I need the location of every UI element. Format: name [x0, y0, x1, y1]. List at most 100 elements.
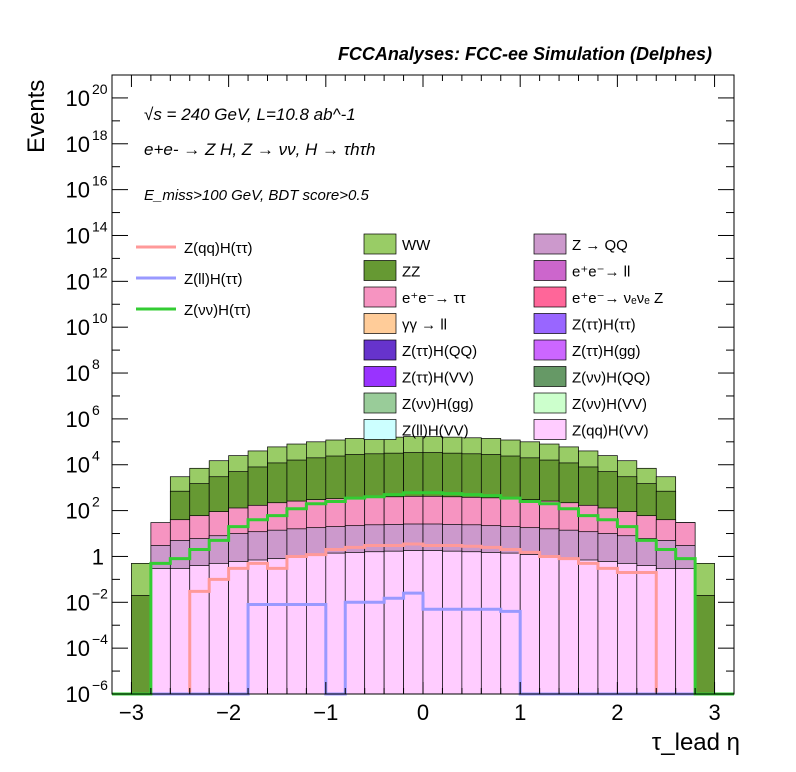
- legend-box-col2-label: e⁺e⁻→ νₑνₑ Z: [572, 290, 663, 307]
- y-axis-title: Events: [23, 80, 50, 153]
- x-tick-label: 1: [514, 700, 526, 725]
- bar: [442, 550, 463, 695]
- bar: [655, 568, 677, 695]
- annotation-energy-lumi: √s = 240 GeV, L=10.8 ab^-1: [144, 105, 356, 124]
- bar: [131, 595, 152, 695]
- y-tick-label: 10: [66, 223, 90, 248]
- legend-box-col1-label: Z(ττ)H(QQ): [402, 343, 477, 360]
- legend-box-col2-swatch: [533, 419, 567, 440]
- y-tick-label: 10: [66, 178, 90, 203]
- y-tick-label: 10: [66, 407, 90, 432]
- bar: [480, 552, 502, 695]
- bar: [461, 551, 482, 695]
- bar: [675, 568, 696, 695]
- legend-box-col2-swatch: [533, 260, 567, 281]
- bar: [694, 595, 715, 695]
- y-tick-label: 10: [66, 590, 90, 615]
- bar: [558, 558, 579, 695]
- legend-box-col1-swatch: [363, 286, 397, 308]
- bar: [617, 562, 638, 695]
- legend-box-col1-label: Z(ττ)H(VV): [402, 370, 474, 387]
- bar: [267, 558, 288, 695]
- legend-box-col2-swatch: [533, 366, 567, 387]
- x-axis-ticks: −3 −2 −1 0 1 2 3: [111, 75, 735, 725]
- bar: [169, 568, 191, 695]
- stack-series-4: [150, 550, 696, 695]
- bar: [403, 550, 424, 695]
- annotation-process: e+e- → Z H, Z → νν, H → τhτh: [144, 140, 375, 159]
- legend-box-col2-swatch: [533, 392, 567, 414]
- y-tick-label: 10: [66, 132, 90, 157]
- bar: [306, 554, 327, 695]
- y-tick-label-exponent: 4: [92, 448, 100, 464]
- y-tick-label-exponent: 20: [92, 81, 108, 97]
- legend-box-col2-label: Z → QQ: [572, 237, 628, 254]
- bar: [150, 568, 171, 695]
- bar: [247, 559, 268, 695]
- y-tick-label-exponent: −6: [92, 677, 108, 693]
- legend-box-col2-swatch: [533, 286, 567, 308]
- legend-box-col1-swatch: [363, 419, 397, 440]
- legend-box-col2-label: Z(qq)H(VV): [572, 423, 649, 440]
- bar: [519, 554, 540, 695]
- bar: [325, 552, 346, 695]
- x-axis-title: τ_lead η: [652, 729, 740, 756]
- bar: [364, 551, 385, 695]
- x-tick-label: 3: [708, 700, 720, 725]
- legend-box-col1-label: Z(νν)H(gg): [402, 396, 474, 413]
- line-series-2: [112, 491, 734, 696]
- y-tick-label: 10: [66, 361, 90, 386]
- chart-title: FCCAnalyses: FCC-ee Simulation (Delphes): [338, 44, 712, 64]
- legend-box-col1-label: γγ → ll: [402, 317, 447, 334]
- y-tick-label: 10: [66, 269, 90, 294]
- bar: [422, 550, 443, 695]
- legend-box-col2-label: Z(νν)H(QQ): [572, 370, 650, 387]
- bar: [208, 562, 229, 695]
- y-tick-label-exponent: 8: [92, 356, 100, 372]
- legend-box-col2-label: Z(ττ)H(ττ): [572, 317, 636, 334]
- x-tick-label: 0: [417, 700, 429, 725]
- y-tick-label-exponent: 12: [92, 264, 108, 280]
- y-tick-label: 10: [66, 453, 90, 478]
- legend-box-col1-label: e⁺e⁻→ ττ: [402, 290, 466, 307]
- legend-line-label: Z(qq)H(ττ): [184, 240, 253, 257]
- legend-box-col1-label: ZZ: [402, 264, 420, 281]
- legend-box-col2-swatch: [533, 313, 567, 334]
- y-tick-label: 10: [66, 636, 90, 661]
- legend-box-col2-label: Z(νν)H(VV): [572, 396, 647, 413]
- bar: [228, 561, 249, 695]
- legend-box-col2-label: e⁺e⁻→ ll: [572, 264, 630, 281]
- stacked-bars: [131, 436, 715, 695]
- bar: [500, 552, 521, 695]
- legend-box-col1-swatch: [363, 366, 397, 387]
- y-tick-label-exponent: 2: [92, 494, 100, 510]
- y-tick-label-exponent: −4: [92, 631, 108, 647]
- bar: [189, 565, 210, 695]
- legend-box-col1-swatch: [363, 392, 397, 414]
- y-tick-label-exponent: 18: [92, 127, 108, 143]
- bar: [286, 556, 307, 695]
- y-tick-label-exponent: 16: [92, 173, 108, 189]
- legend-box-col1-label: Z(ll)H(VV): [402, 423, 469, 440]
- bar: [383, 550, 404, 695]
- bar: [636, 565, 657, 695]
- annotation-cuts: E_miss>100 GeV, BDT score>0.5: [144, 187, 369, 204]
- x-tick-label: −1: [313, 700, 338, 725]
- y-tick-label-exponent: 6: [92, 402, 100, 418]
- legend-line-label: Z(ll)H(ττ): [184, 271, 243, 288]
- legend-box-col1-swatch: [363, 233, 397, 255]
- y-tick-label: 10: [66, 499, 90, 524]
- line-series-0: [112, 542, 734, 696]
- y-tick-label-exponent: 14: [92, 218, 108, 234]
- legend-box-col2-swatch: [533, 233, 567, 255]
- legend-box-col1-swatch: [363, 339, 397, 361]
- x-tick-label: −2: [216, 700, 241, 725]
- y-tick-label: 1: [92, 544, 104, 569]
- legend-box-col2-label: Z(ττ)H(gg): [572, 343, 641, 360]
- bar: [578, 559, 599, 695]
- bar: [539, 556, 560, 695]
- y-tick-label-exponent: −2: [92, 585, 108, 601]
- y-tick-label: 10: [66, 86, 90, 111]
